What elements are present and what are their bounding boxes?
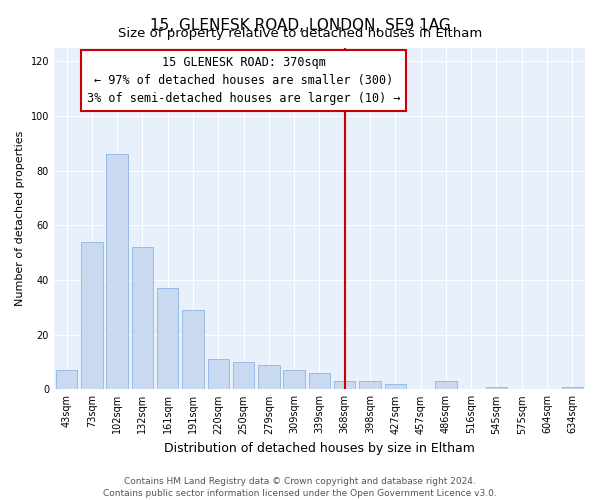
Bar — [435, 381, 457, 390]
Bar — [385, 384, 406, 390]
Bar — [359, 381, 381, 390]
Bar — [106, 154, 128, 390]
Text: Contains HM Land Registry data © Crown copyright and database right 2024.
Contai: Contains HM Land Registry data © Crown c… — [103, 476, 497, 498]
Bar — [131, 247, 153, 390]
X-axis label: Distribution of detached houses by size in Eltham: Distribution of detached houses by size … — [164, 442, 475, 455]
Bar — [283, 370, 305, 390]
Text: Size of property relative to detached houses in Eltham: Size of property relative to detached ho… — [118, 28, 482, 40]
Y-axis label: Number of detached properties: Number of detached properties — [15, 130, 25, 306]
Bar — [258, 364, 280, 390]
Bar — [486, 386, 507, 390]
Text: 15 GLENESK ROAD: 370sqm
← 97% of detached houses are smaller (300)
3% of semi-de: 15 GLENESK ROAD: 370sqm ← 97% of detache… — [87, 56, 400, 104]
Bar — [81, 242, 103, 390]
Bar — [309, 373, 330, 390]
Bar — [562, 386, 583, 390]
Bar — [233, 362, 254, 390]
Bar — [334, 381, 355, 390]
Bar — [157, 288, 178, 390]
Bar — [208, 359, 229, 390]
Bar — [182, 310, 204, 390]
Bar — [56, 370, 77, 390]
Text: 15, GLENESK ROAD, LONDON, SE9 1AG: 15, GLENESK ROAD, LONDON, SE9 1AG — [149, 18, 451, 32]
